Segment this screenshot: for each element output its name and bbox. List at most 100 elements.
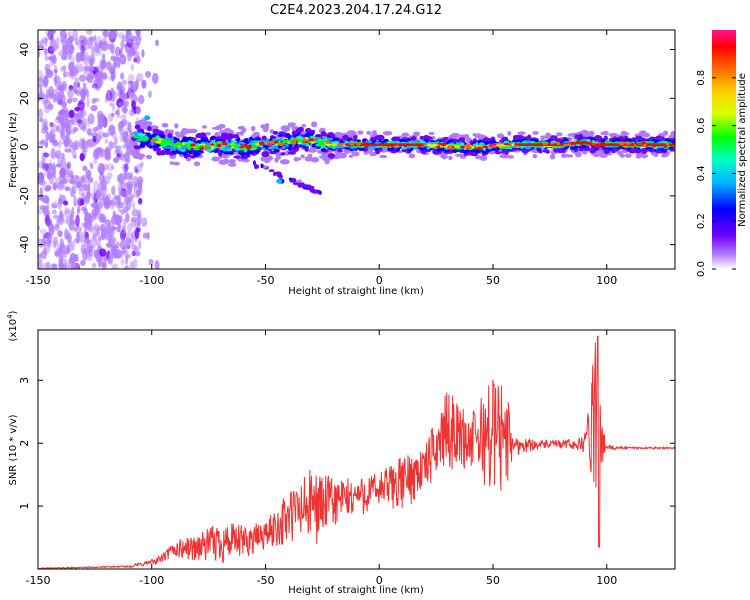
y-tick-label: 0 [18, 144, 31, 151]
heatmap-cell [86, 73, 94, 84]
heatmap-cell [479, 155, 488, 161]
heatmap-cell [117, 32, 125, 39]
heatmap-cell [100, 61, 107, 70]
heatmap-cell [454, 153, 465, 157]
heatmap-cell [309, 135, 316, 139]
heatmap-cell [105, 242, 114, 248]
heatmap-cell [77, 206, 81, 213]
heatmap-cell [48, 56, 56, 61]
heatmap-cell [155, 147, 162, 151]
heatmap-cell [586, 138, 591, 142]
heatmap-cell [73, 69, 80, 74]
heatmap-cell [211, 156, 220, 162]
heatmap-cell [62, 178, 69, 185]
heatmap-cell [608, 132, 619, 138]
heatmap-cell [84, 212, 90, 225]
heatmap-cell [172, 147, 177, 151]
heatmap-cell [126, 244, 131, 250]
colorbar: 0.0 0.2 0.4 0.6 0.8 Normalized spectral ampl… [696, 30, 748, 277]
heatmap-cell [95, 124, 103, 131]
heatmap-cell [538, 150, 543, 154]
heatmap-cell [403, 143, 408, 148]
heatmap-cell [226, 143, 231, 147]
heatmap-cell [401, 132, 410, 138]
heatmap-cell [104, 148, 111, 156]
heatmap-cell [57, 182, 62, 189]
heatmap-cell [337, 148, 343, 153]
heatmap-cell [369, 152, 377, 157]
heatmap-cell [233, 155, 241, 159]
heatmap-cell [45, 184, 52, 191]
heatmap-cell [50, 147, 56, 160]
heatmap-cell [83, 56, 90, 66]
heatmap-cell [136, 73, 144, 82]
heatmap-cell [122, 222, 127, 230]
heatmap-cell [49, 263, 57, 269]
heatmap-cell [201, 125, 207, 129]
heatmap-cell [232, 144, 239, 148]
heatmap-cell [49, 38, 57, 46]
heatmap-cell [494, 151, 502, 155]
colorbar-tick-label: 0.6 [696, 118, 707, 134]
heatmap-cell [319, 139, 325, 143]
heatmap-cell [113, 59, 118, 69]
heatmap-cell [213, 148, 218, 154]
heatmap-cell [320, 148, 327, 152]
heatmap-cell [280, 152, 286, 156]
heatmap-cell [64, 148, 72, 153]
heatmap-cell [182, 151, 188, 156]
heatmap-cell [308, 138, 315, 142]
heatmap-cell [100, 166, 105, 173]
heatmap-cell [67, 260, 75, 269]
heatmap-cell [133, 135, 139, 139]
x-tick-label: 0 [376, 274, 383, 287]
heatmap-cell [124, 258, 129, 266]
heatmap-cell [171, 150, 177, 154]
heatmap-cell [63, 71, 70, 78]
heatmap-cell [67, 123, 71, 130]
heatmap-cell [45, 162, 50, 173]
heatmap-cell [142, 232, 148, 239]
heatmap-cell [268, 169, 275, 173]
heatmap-cell [123, 100, 127, 110]
heatmap-cell [90, 104, 98, 112]
heatmap-cell [59, 253, 63, 264]
heatmap-cell [45, 214, 51, 227]
heatmap-cell [81, 174, 87, 184]
heatmap-cell [72, 126, 79, 132]
heatmap-cell [184, 143, 191, 146]
heatmap-cell [579, 136, 583, 140]
heatmap-cell [287, 123, 295, 128]
heatmap-cell [41, 156, 46, 165]
heatmap-cell [86, 95, 90, 108]
heatmap-cell [637, 142, 643, 146]
heatmap-cell [240, 155, 246, 160]
heatmap-cell [67, 87, 74, 99]
heatmap-cell [48, 223, 55, 231]
heatmap-cell [61, 156, 67, 168]
heatmap-cell [120, 39, 125, 51]
heatmap-cell [250, 140, 254, 143]
snr-series-line [38, 335, 675, 569]
heatmap-cell [243, 149, 248, 153]
heatmap-cell [114, 46, 121, 57]
heatmap-band-edge [515, 138, 675, 151]
heatmap-cell [67, 209, 72, 215]
heatmap-cell [148, 258, 154, 266]
heatmap-cell [66, 98, 73, 104]
heatmap-cell [327, 153, 336, 159]
heatmap-cell [230, 146, 235, 149]
heatmap-cell [74, 77, 79, 84]
heatmap-cell [448, 155, 453, 161]
heatmap-cell [92, 229, 98, 241]
heatmap-cell [302, 184, 308, 189]
heatmap-cell [51, 203, 58, 209]
heatmap-cell [59, 30, 67, 39]
y-tick-label: 1 [18, 503, 31, 510]
heatmap-cell [82, 183, 88, 192]
heatmap-cell [119, 72, 125, 80]
heatmap-cell [69, 252, 76, 262]
heatmap-cell [314, 189, 321, 194]
heatmap-cell [261, 151, 270, 158]
heatmap-cell [292, 182, 299, 186]
